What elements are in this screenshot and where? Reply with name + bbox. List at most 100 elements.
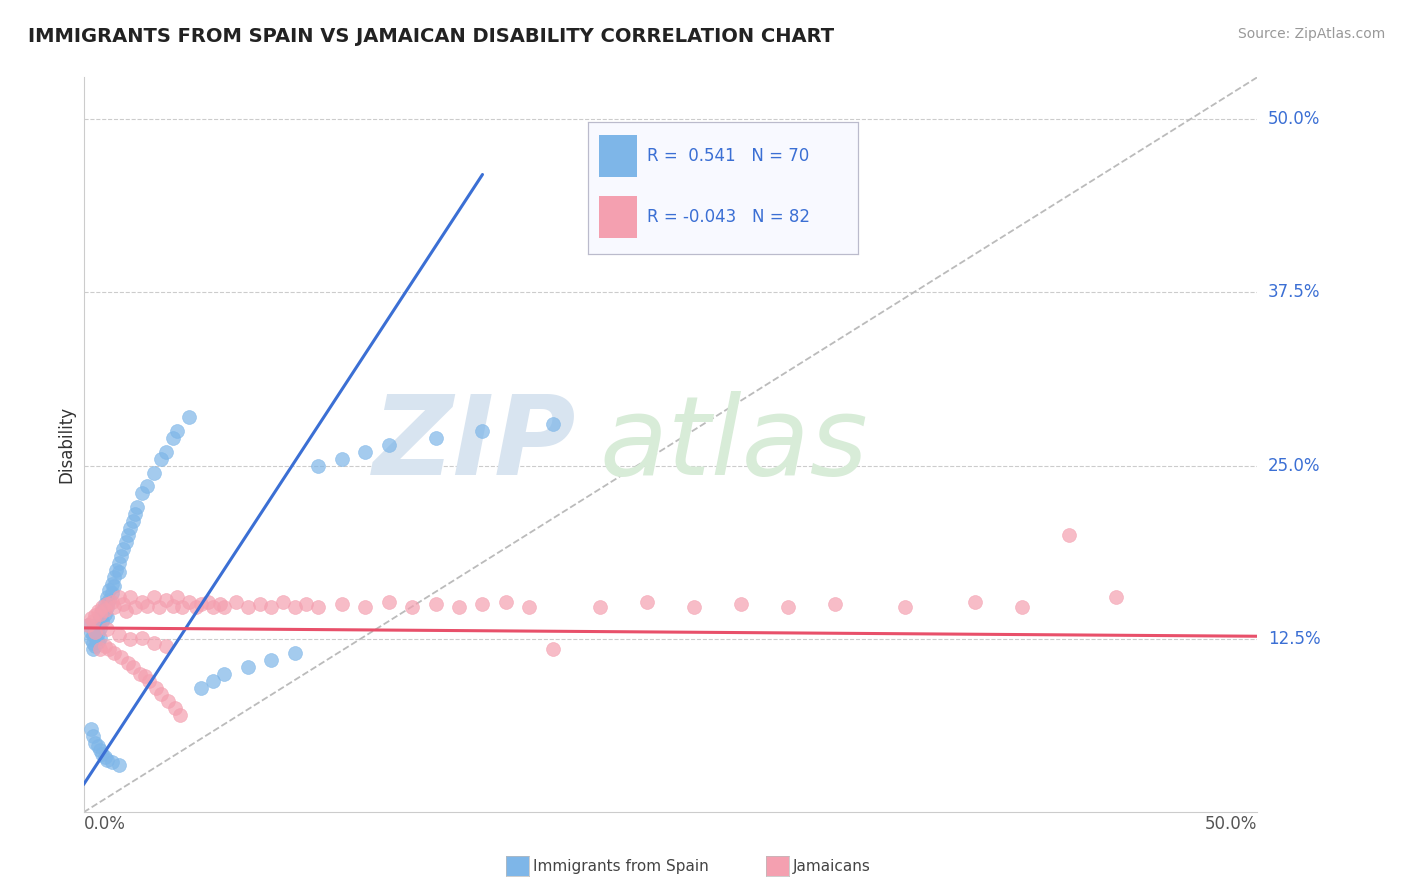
Text: Source: ZipAtlas.com: Source: ZipAtlas.com [1237, 27, 1385, 41]
Point [148, 600, 170, 615]
Text: 12.5%: 12.5% [1268, 630, 1320, 648]
Text: ZIP: ZIP [373, 392, 576, 499]
Point [260, 600, 283, 615]
Point [377, 594, 399, 608]
Point [307, 458, 329, 473]
Point [84, 736, 107, 750]
Point [1105, 591, 1128, 605]
Point [110, 650, 132, 665]
Point [149, 451, 172, 466]
Point [79, 611, 101, 625]
Point [377, 438, 399, 452]
Point [425, 598, 447, 612]
Point [91, 747, 114, 761]
Point [495, 594, 517, 608]
Point [79, 722, 101, 736]
Point [103, 646, 125, 660]
Point [271, 594, 294, 608]
Point [120, 521, 142, 535]
Point [179, 594, 201, 608]
Point [82, 614, 104, 628]
Point [260, 653, 283, 667]
Point [84, 625, 107, 640]
Point [425, 431, 447, 445]
Point [124, 600, 146, 615]
Point [201, 673, 224, 688]
Point [89, 631, 111, 645]
Point [91, 604, 114, 618]
Point [107, 556, 129, 570]
Point [103, 569, 125, 583]
Point [91, 614, 114, 628]
Text: 50.0%: 50.0% [1268, 110, 1320, 128]
Point [100, 576, 122, 591]
Text: 50.0%: 50.0% [1205, 814, 1257, 832]
Text: atlas: atlas [600, 392, 869, 499]
Point [100, 586, 122, 600]
Point [135, 479, 157, 493]
Point [541, 641, 564, 656]
Point [112, 541, 135, 556]
Point [89, 611, 111, 625]
Point [162, 431, 184, 445]
Point [169, 708, 191, 723]
Point [307, 600, 329, 615]
Point [79, 632, 101, 646]
Point [124, 507, 146, 521]
Point [100, 594, 122, 608]
Point [730, 598, 752, 612]
Point [96, 600, 118, 615]
Point [96, 610, 118, 624]
Point [134, 669, 156, 683]
Point [471, 598, 494, 612]
Point [89, 743, 111, 757]
Point [135, 599, 157, 613]
Point [82, 641, 104, 656]
Point [107, 628, 129, 642]
Point [354, 445, 377, 459]
Point [471, 424, 494, 438]
Point [96, 598, 118, 612]
Point [190, 681, 212, 695]
Point [354, 600, 377, 615]
Text: 25.0%: 25.0% [1268, 457, 1320, 475]
Point [541, 417, 564, 431]
Point [103, 579, 125, 593]
Point [84, 639, 107, 653]
Point [249, 598, 271, 612]
Point [93, 598, 115, 612]
Point [156, 694, 179, 708]
Point [131, 486, 153, 500]
Point [82, 729, 104, 743]
Point [776, 600, 799, 615]
Point [155, 445, 177, 459]
Point [93, 603, 115, 617]
Point [155, 639, 177, 653]
Point [120, 632, 142, 646]
Point [214, 666, 236, 681]
Point [636, 594, 658, 608]
Point [93, 607, 115, 621]
Point [84, 608, 107, 623]
Point [96, 753, 118, 767]
Text: IMMIGRANTS FROM SPAIN VS JAMAICAN DISABILITY CORRELATION CHART: IMMIGRANTS FROM SPAIN VS JAMAICAN DISABI… [28, 27, 834, 45]
Text: 0.0%: 0.0% [83, 814, 125, 832]
Point [166, 424, 188, 438]
Point [79, 625, 101, 640]
Point [86, 626, 108, 640]
Point [208, 598, 231, 612]
Point [84, 629, 107, 643]
Point [86, 634, 108, 648]
Point [330, 451, 353, 466]
Point [186, 600, 208, 615]
Point [98, 593, 121, 607]
Point [121, 659, 143, 673]
Point [93, 750, 115, 764]
Point [86, 739, 108, 753]
Point [163, 701, 186, 715]
Point [103, 600, 125, 615]
Point [114, 604, 136, 618]
Point [131, 594, 153, 608]
Point [447, 600, 470, 615]
Point [894, 600, 917, 615]
